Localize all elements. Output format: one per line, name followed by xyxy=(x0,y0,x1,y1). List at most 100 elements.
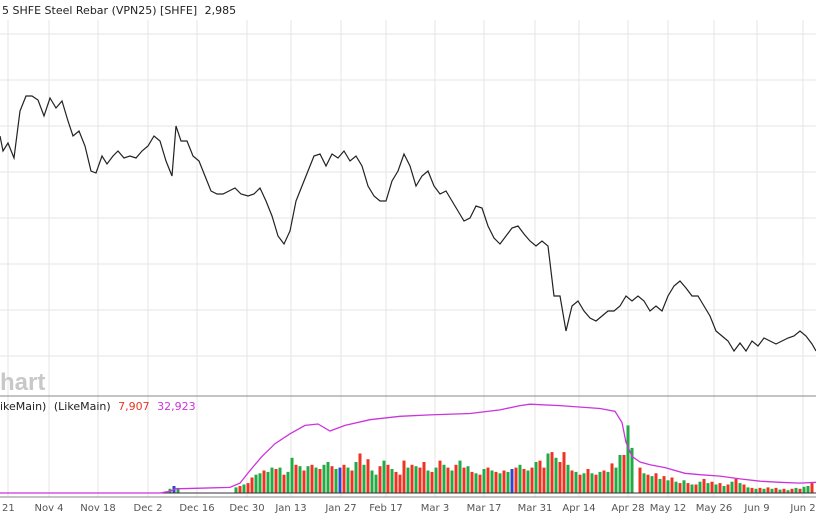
volume-bar xyxy=(714,484,718,493)
volume-bar xyxy=(774,487,778,493)
volume-bar xyxy=(646,474,650,493)
x-tick-label: Apr 14 xyxy=(562,503,595,514)
volume-bar xyxy=(442,464,446,493)
volume-bar xyxy=(282,474,286,493)
volume-bar xyxy=(422,462,426,493)
x-tick-label: Dec 2 xyxy=(134,503,163,514)
volume-bar xyxy=(290,457,294,493)
chart-title-text: 5 SHFE Steel Rebar (VPN25) [SHFE] xyxy=(2,4,197,17)
volume-bar xyxy=(538,460,542,493)
chart-title: 5 SHFE Steel Rebar (VPN25) [SHFE] 2,985 xyxy=(2,4,236,17)
volume-bar xyxy=(350,470,354,493)
volume-bar xyxy=(630,447,634,493)
volume-bar xyxy=(270,467,274,493)
volume-bar xyxy=(490,470,494,493)
volume-bar xyxy=(794,487,798,493)
volume-bar xyxy=(410,464,414,493)
volume-bar xyxy=(406,467,410,493)
x-tick-label: Nov 4 xyxy=(34,503,63,514)
open-interest-line xyxy=(0,403,816,494)
volume-bar xyxy=(278,467,282,493)
volume-bar xyxy=(426,470,430,493)
x-tick-label: Jun 9 xyxy=(743,503,769,514)
volume-bar xyxy=(782,488,786,493)
volume-bar xyxy=(366,459,370,493)
volume-bar xyxy=(778,489,782,493)
volume-bar xyxy=(766,487,770,493)
volume-bar xyxy=(234,487,238,493)
x-tick-label: Dec 30 xyxy=(229,503,264,514)
volume-bar xyxy=(530,467,534,493)
volume-bar xyxy=(454,464,458,493)
volume-bar xyxy=(702,478,706,493)
volume-bar xyxy=(682,480,686,493)
volume-bar xyxy=(770,488,774,493)
volume-series-label: ikeMain) xyxy=(0,400,46,413)
volume-bar xyxy=(546,453,550,493)
x-tick-label: Jan 27 xyxy=(324,503,356,514)
volume-bar xyxy=(294,464,298,493)
volume-bar xyxy=(298,466,302,493)
x-tick-label: May 26 xyxy=(696,503,733,514)
volume-bar xyxy=(806,486,810,493)
volume-bar xyxy=(378,466,382,493)
volume-bar xyxy=(438,460,442,493)
volume-bar xyxy=(566,464,570,493)
volume-bar xyxy=(654,473,658,493)
volume-bar xyxy=(522,469,526,493)
volume-bar xyxy=(482,469,486,493)
volume-bar xyxy=(466,466,470,493)
volume-bar xyxy=(486,467,490,493)
volume-bar xyxy=(254,474,258,493)
volume-bar xyxy=(602,470,606,493)
oi-series-label: (LikeMain) xyxy=(54,400,111,413)
volume-bar xyxy=(386,464,390,493)
volume-bar xyxy=(810,483,814,493)
volume-bar xyxy=(238,486,242,493)
volume-bar xyxy=(734,478,738,493)
volume-bar xyxy=(434,467,438,493)
volume-bar xyxy=(790,488,794,493)
last-price: 2,985 xyxy=(205,4,237,17)
volume-bar xyxy=(314,467,318,493)
x-tick-label: Feb 17 xyxy=(369,503,403,514)
volume-bar xyxy=(686,483,690,493)
volume-bar xyxy=(266,471,270,493)
volume-bar xyxy=(762,488,766,493)
volume-bar xyxy=(358,453,362,493)
volume-bars xyxy=(0,425,816,494)
volume-bar xyxy=(382,460,386,493)
x-tick-label: 21 xyxy=(2,503,15,514)
volume-bar xyxy=(690,484,694,493)
volume-bar xyxy=(374,474,378,493)
volume-bar xyxy=(354,462,358,493)
volume-bar xyxy=(754,488,758,493)
volume-bar xyxy=(286,471,290,493)
volume-bar xyxy=(450,470,454,493)
volume-bar xyxy=(474,473,478,493)
volume-bar xyxy=(506,471,510,493)
volume-bar xyxy=(638,467,642,493)
price-panel-grid xyxy=(0,33,816,357)
volume-bar xyxy=(310,464,314,493)
volume-bar xyxy=(750,487,754,493)
volume-value: 7,907 xyxy=(118,400,150,413)
x-tick-label: Jan 13 xyxy=(274,503,306,514)
volume-bar xyxy=(390,469,394,493)
volume-bar xyxy=(370,470,374,493)
volume-bar xyxy=(730,481,734,493)
volume-bar xyxy=(550,452,554,493)
volume-bar xyxy=(718,483,722,493)
volume-bar xyxy=(662,476,666,493)
volume-bar xyxy=(666,480,670,493)
x-tick-label: Dec 16 xyxy=(179,503,214,514)
volume-bar xyxy=(446,467,450,493)
volume-bar xyxy=(786,490,790,493)
volume-bar xyxy=(650,476,654,493)
volume-panel-legend: ikeMain) (LikeMain) 7,907 32,923 xyxy=(0,400,196,413)
volume-bar xyxy=(330,466,334,493)
volume-bar xyxy=(562,452,566,493)
volume-bar xyxy=(246,483,250,493)
volume-bar xyxy=(430,471,434,493)
volume-bar xyxy=(394,471,398,493)
